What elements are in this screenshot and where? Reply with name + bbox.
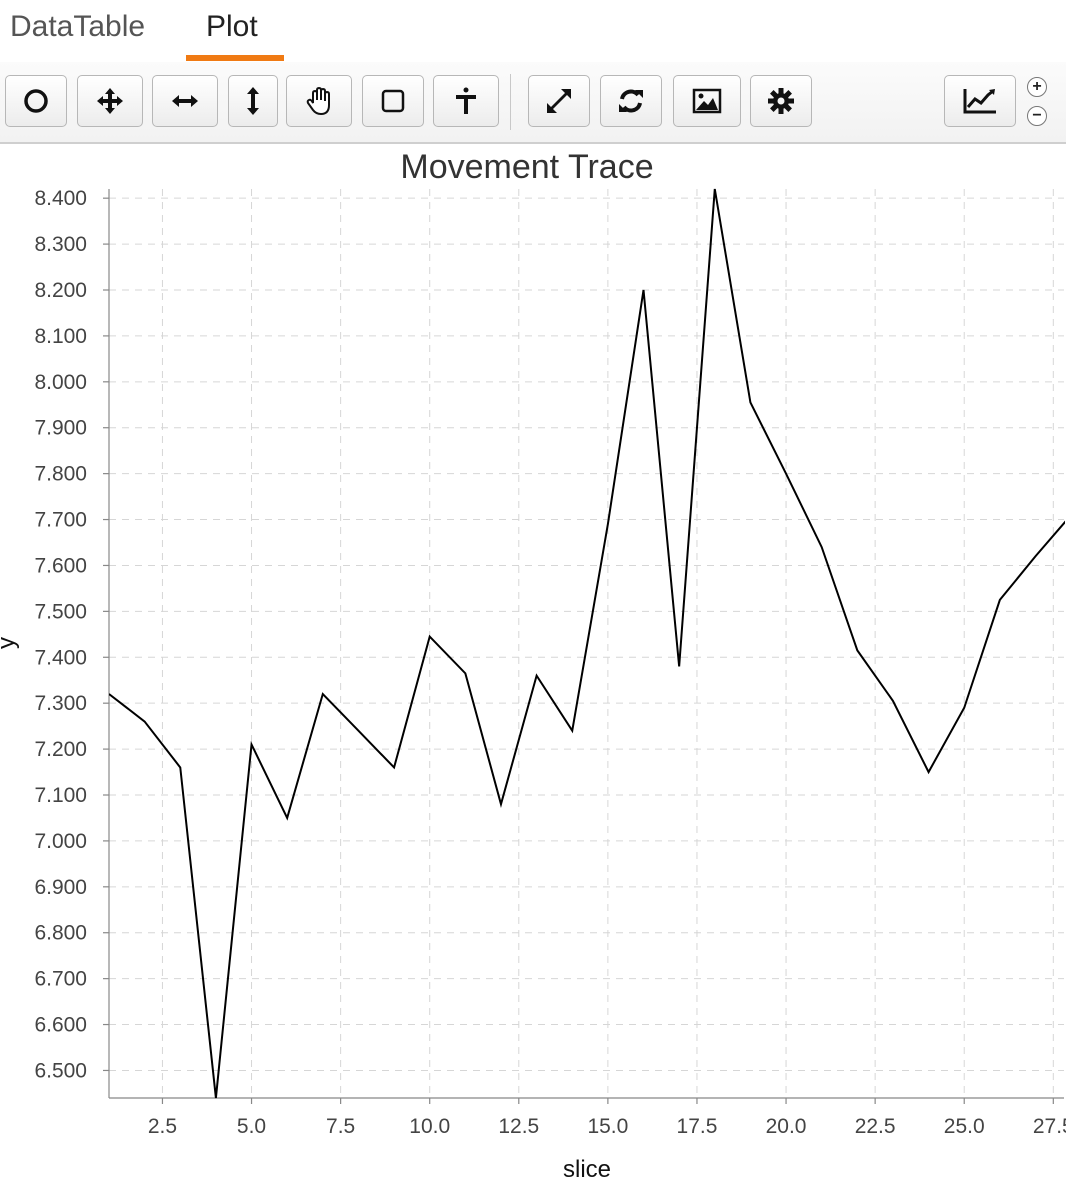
x-tick-label: 10.0 (409, 1115, 450, 1138)
y-tick-label: 6.700 (34, 968, 87, 991)
settings-button[interactable] (750, 75, 812, 127)
hand-drag-button[interactable] (286, 75, 352, 127)
y-tick-label: 6.900 (34, 876, 87, 899)
pan-horizontal-button[interactable] (152, 75, 218, 127)
expand-icon (547, 89, 571, 113)
circle-select-icon (24, 89, 48, 113)
y-tick-label: 7.300 (34, 692, 87, 715)
y-tick-label: 8.200 (34, 279, 87, 302)
zoom-out-button[interactable]: − (1027, 106, 1047, 126)
y-tick-label: 7.700 (34, 509, 87, 532)
y-axis-label: y (0, 637, 20, 649)
x-tick-label: 5.0 (237, 1115, 266, 1138)
y-tick-label: 8.100 (34, 325, 87, 348)
chart-title: Movement Trace (400, 148, 653, 186)
settings-gear-icon (768, 88, 794, 114)
chart-grid (109, 189, 1064, 1098)
zoom-in-button[interactable]: + (1027, 77, 1047, 97)
rectangle-select-button[interactable] (362, 75, 424, 127)
y-tick-label: 8.300 (34, 233, 87, 256)
y-tick-label: 6.800 (34, 922, 87, 945)
toolbar-separator (510, 74, 511, 130)
y-tick-label: 7.400 (34, 646, 87, 669)
series-line (109, 188, 1065, 1099)
x-tick-label: 20.0 (766, 1115, 807, 1138)
chart-series (109, 188, 1065, 1099)
pan-vertical-button[interactable] (228, 75, 278, 127)
marker-icon (456, 87, 476, 114)
plot-toolbar: + − (0, 62, 1066, 144)
rectangle-select-icon (381, 89, 405, 113)
movement-trace-chart[interactable]: Movement Trace 2.5 5.0 7.5 10.0 12.5 15.0 17.5… (0, 143, 1066, 1182)
y-tick-label: 6.500 (34, 1059, 87, 1082)
y-tick-label: 8.000 (34, 371, 87, 394)
y-tick-label: 6.600 (34, 1014, 87, 1037)
x-tick-label: 17.5 (677, 1115, 718, 1138)
x-tick-label: 2.5 (148, 1115, 177, 1138)
pan-horizontal-icon (172, 95, 198, 107)
chart-type-button[interactable] (944, 75, 1016, 127)
tab-plot[interactable]: Plot (206, 10, 258, 43)
x-tick-label: 25.0 (944, 1115, 985, 1138)
tab-bar: DataTable Plot (0, 0, 1066, 62)
hand-drag-icon (306, 86, 330, 116)
x-tick-label: 12.5 (498, 1115, 539, 1138)
y-tick-label: 8.400 (34, 187, 87, 210)
y-tick-label: 7.000 (34, 830, 87, 853)
chart-axes: 2.5 5.0 7.5 10.0 12.5 15.0 17.5 20.0 22.5 25.0 27.… (34, 187, 1066, 1138)
marker-button[interactable] (433, 75, 499, 127)
export-image-button[interactable] (673, 75, 741, 127)
refresh-icon (619, 89, 643, 113)
y-tick-label: 7.200 (34, 738, 87, 761)
x-tick-label: 7.5 (326, 1115, 355, 1138)
expand-button[interactable] (528, 75, 590, 127)
y-tick-label: 7.500 (34, 600, 87, 623)
x-tick-label: 15.0 (587, 1115, 628, 1138)
circle-select-button[interactable] (5, 75, 67, 127)
y-tick-label: 7.900 (34, 417, 87, 440)
line-chart-icon (963, 89, 996, 114)
x-axis-label: slice (563, 1156, 611, 1182)
tab-datatable[interactable]: DataTable (10, 10, 146, 43)
y-tick-label: 7.800 (34, 463, 87, 486)
pan-vertical-icon (247, 87, 259, 115)
x-tick-label: 27.5 (1033, 1115, 1066, 1138)
image-export-icon (692, 88, 722, 114)
refresh-button[interactable] (600, 75, 662, 127)
move-icon (97, 88, 123, 114)
active-tab-indicator (186, 55, 284, 61)
x-tick-label: 22.5 (855, 1115, 896, 1138)
y-tick-label: 7.100 (34, 784, 87, 807)
move-button[interactable] (77, 75, 143, 127)
y-tick-label: 7.600 (34, 554, 87, 577)
